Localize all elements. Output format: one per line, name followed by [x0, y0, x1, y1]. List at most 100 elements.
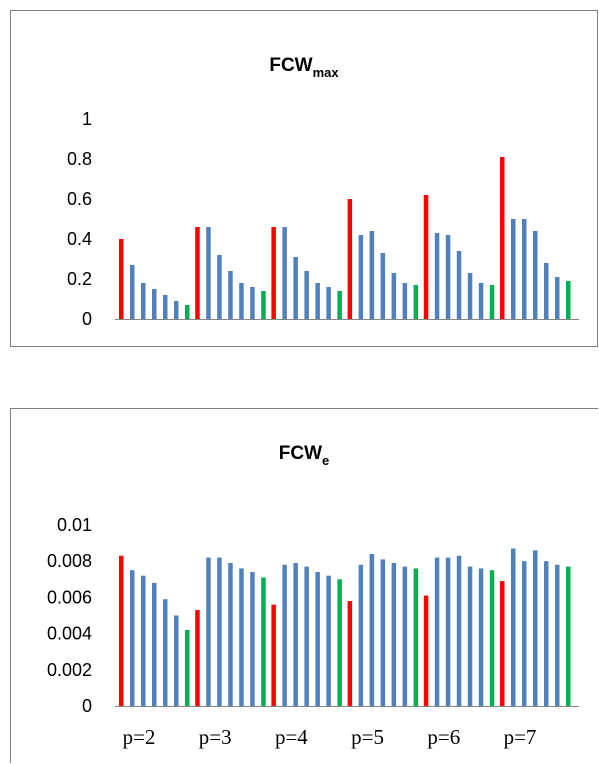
bar-group4-1	[347, 199, 353, 319]
chart-fcw-max: FCWmax 0 0.2 0.4 0.6 0.8 1	[10, 10, 598, 347]
bar-group6-4	[533, 550, 538, 706]
category-label: p=4	[275, 725, 308, 749]
bar-group5-4	[456, 251, 462, 319]
bar-group4-5	[391, 273, 397, 319]
bar-group5-3	[445, 235, 451, 319]
bar-group6-6	[555, 564, 560, 706]
bar-group1-5	[163, 295, 168, 319]
bar-group1-1	[119, 555, 124, 706]
bar-group2-2	[206, 227, 211, 319]
chart-fcw-e: FCWe 0 0.002 0.004 0.006 0.008 0.01 p=2 p=3 p=4 p…	[10, 408, 598, 763]
bar-group1-2	[130, 265, 135, 319]
bar-group5-3	[445, 557, 451, 706]
category-label: p=2	[123, 725, 156, 749]
bar-group2-7	[261, 577, 266, 706]
y-tick-label: 0.2	[67, 269, 92, 289]
bar-group6-3	[522, 219, 527, 319]
bar-group2-4	[228, 563, 233, 706]
bar-group6-2	[511, 548, 516, 706]
bar-group5-5	[467, 566, 473, 706]
bar-group2-5	[239, 568, 244, 706]
bar-group2-6	[250, 572, 255, 706]
bar-group2-5	[239, 283, 244, 319]
bar-group5-6	[478, 283, 484, 319]
bar-group6-3	[522, 561, 527, 706]
y-tick-label: 0.4	[67, 229, 92, 249]
bar-group2-3	[217, 557, 222, 706]
bar-group6-4	[533, 231, 538, 319]
bar-group5-4	[456, 555, 462, 706]
bar-group3-1	[271, 604, 276, 706]
y-tick-label: 1	[82, 109, 92, 129]
bar-group1-1	[119, 239, 124, 319]
category-label: p=7	[504, 725, 537, 749]
bar-group5-7	[489, 285, 495, 319]
bar-group3-4	[304, 271, 309, 319]
y-tick-label: 0.004	[47, 624, 92, 644]
bar-group5-5	[467, 273, 473, 319]
bar-group6-2	[511, 219, 516, 319]
bar-group6-7	[566, 281, 571, 319]
chart-title: FCWe	[279, 443, 330, 468]
bar-group4-6	[402, 566, 408, 706]
bar-group4-3	[369, 553, 375, 706]
bar-group3-6	[326, 287, 331, 319]
bar-group1-7	[185, 629, 190, 706]
bar-group2-6	[250, 287, 255, 319]
bar-group1-6	[174, 615, 179, 706]
y-tick-label: 0.002	[47, 660, 92, 680]
bar-group3-5	[315, 572, 320, 706]
chart-fcw-e-plot: FCWe 0 0.002 0.004 0.006 0.008 0.01 p=2 p=3 p=4 p…	[47, 443, 579, 749]
bar-group6-1	[500, 581, 505, 706]
bar-group3-2	[282, 227, 287, 319]
bar-group3-5	[315, 283, 320, 319]
bar-group4-4	[380, 253, 386, 319]
bar-group3-4	[304, 566, 309, 706]
bar-group5-2	[434, 557, 440, 706]
bar-group1-6	[174, 301, 179, 319]
bar-group3-3	[293, 257, 298, 319]
bar-group4-1	[347, 601, 353, 706]
bar-group3-6	[326, 575, 331, 706]
bar-group2-1	[195, 227, 200, 319]
bar-group3-7	[337, 291, 342, 319]
bar-group2-1	[195, 610, 200, 706]
y-tick-label: 0.8	[67, 149, 92, 169]
bar-group2-3	[217, 255, 222, 319]
chart-title: FCWmax	[269, 55, 339, 80]
bar-group1-4	[152, 582, 157, 706]
bar-group6-7	[566, 566, 571, 706]
y-tick-label: 0	[82, 309, 92, 329]
y-tick-label: 0.01	[57, 515, 92, 535]
bar-group4-2	[358, 564, 364, 706]
bar-group1-4	[152, 289, 157, 319]
bar-group4-6	[402, 283, 408, 319]
bar-group5-1	[423, 195, 429, 319]
y-tick-label: 0.008	[47, 551, 92, 571]
bar-group5-7	[489, 570, 495, 706]
bar-group1-3	[141, 575, 146, 706]
bar-group6-1	[500, 157, 505, 319]
chart-fcw-max-plot: FCWmax 0 0.2 0.4 0.6 0.8 1	[67, 55, 579, 329]
bar-group3-2	[282, 564, 287, 706]
bar-group6-5	[544, 561, 549, 706]
bar-group2-2	[206, 557, 211, 706]
y-tick-label: 0	[82, 696, 92, 716]
bar-group1-5	[163, 599, 168, 706]
bar-group5-6	[478, 568, 484, 706]
bar-group1-2	[130, 570, 135, 706]
bar-group2-7	[261, 291, 266, 319]
bar-group3-7	[337, 579, 342, 706]
category-label: p=6	[427, 725, 460, 749]
y-tick-label: 0.6	[67, 189, 92, 209]
category-label: p=5	[351, 725, 384, 749]
bar-group1-3	[141, 283, 146, 319]
bar-group6-5	[544, 263, 549, 319]
bar-group4-2	[358, 235, 364, 319]
category-label: p=3	[199, 725, 232, 749]
bar-group3-3	[293, 563, 298, 706]
bar-group2-4	[228, 271, 233, 319]
bar-group6-6	[555, 277, 560, 319]
bar-group3-1	[271, 227, 276, 319]
bar-group5-1	[423, 595, 429, 706]
